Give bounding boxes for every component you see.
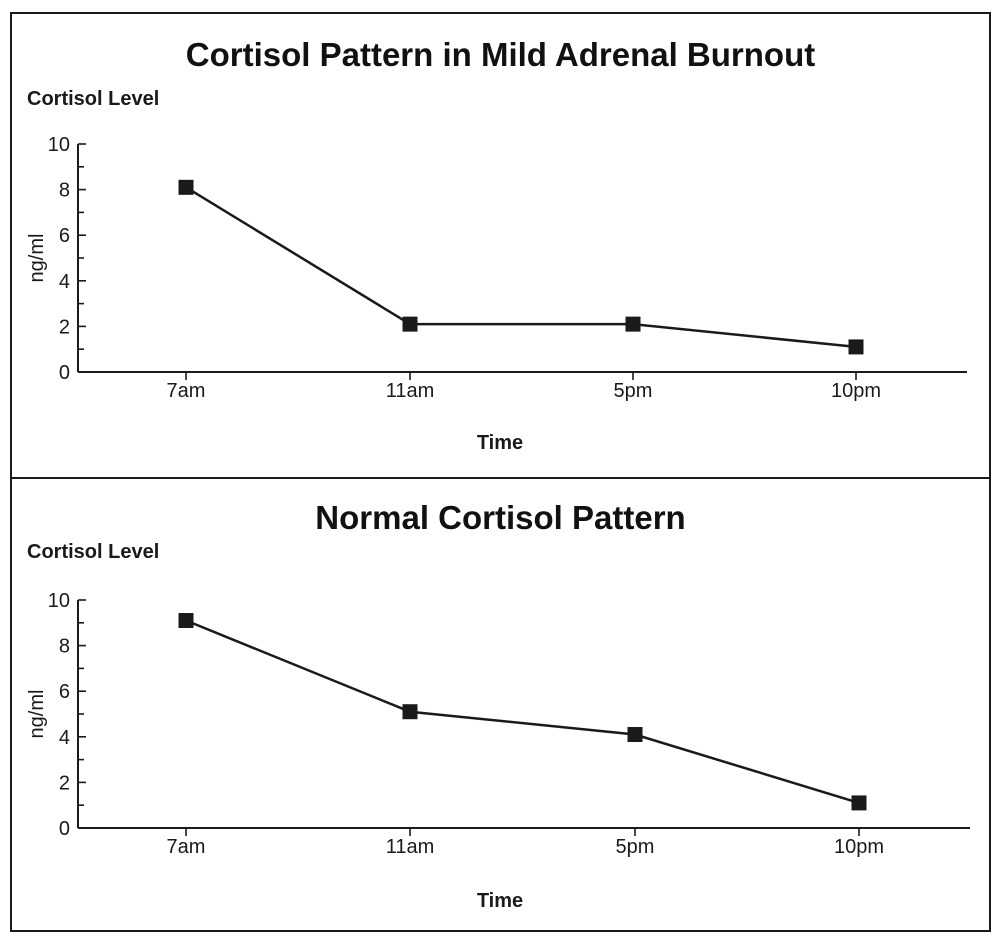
chart-title: Cortisol Pattern in Mild Adrenal Burnout [185, 36, 816, 73]
data-point-marker [178, 613, 194, 629]
series-line [185, 619, 860, 805]
y-tick-label: 10 [48, 590, 70, 612]
data-point-marker [178, 179, 194, 195]
chart-title: Normal Cortisol Pattern [315, 499, 686, 536]
x-tick-label: 10pm [831, 380, 881, 402]
y-tick-label: 2 [59, 316, 70, 338]
series-line [185, 186, 857, 349]
data-point-marker [851, 795, 867, 811]
y-tick-label: 10 [48, 134, 70, 156]
y-tick-label: 8 [59, 180, 70, 202]
burnout-line-chart: 0 2 4 6 8 10 7am 11am 5pm 10pm Time ng/ml [26, 134, 967, 454]
normal-line-chart: 0 2 4 6 8 10 7am 11am 5pm 10pm Time ng/ml [26, 590, 970, 912]
y-tick-label: 4 [59, 271, 70, 293]
data-point-marker [625, 316, 641, 332]
x-tick-label: 7am [167, 380, 206, 402]
data-point-marker [627, 727, 643, 743]
cortisol-level-label: Cortisol Level [27, 88, 160, 110]
y-axis-title: ng/ml [26, 690, 48, 739]
cortisol-level-label: Cortisol Level [27, 541, 160, 563]
y-tick-label: 8 [59, 636, 70, 658]
data-point-marker [402, 316, 418, 332]
x-tick-label: 5pm [616, 836, 655, 858]
y-tick-label: 6 [59, 681, 70, 703]
y-axis-title: ng/ml [26, 234, 48, 283]
chart-panel-normal: Normal Cortisol Pattern Cortisol Level 0… [10, 477, 991, 932]
x-tick-label: 11am [386, 380, 435, 402]
y-tick-label: 2 [59, 772, 70, 794]
data-point-marker [402, 704, 418, 720]
x-tick-label: 10pm [834, 836, 884, 858]
y-tick-label: 0 [59, 818, 70, 840]
y-tick-label: 6 [59, 225, 70, 247]
data-point-marker [848, 339, 864, 355]
y-tick-label: 4 [59, 727, 70, 749]
x-tick-label: 5pm [614, 380, 653, 402]
x-tick-label: 11am [386, 836, 435, 858]
y-tick-label: 0 [59, 362, 70, 384]
x-axis-title: Time [477, 890, 523, 912]
x-axis-title: Time [477, 432, 523, 454]
x-tick-label: 7am [167, 836, 206, 858]
chart-panel-burnout: Cortisol Pattern in Mild Adrenal Burnout… [10, 12, 991, 479]
